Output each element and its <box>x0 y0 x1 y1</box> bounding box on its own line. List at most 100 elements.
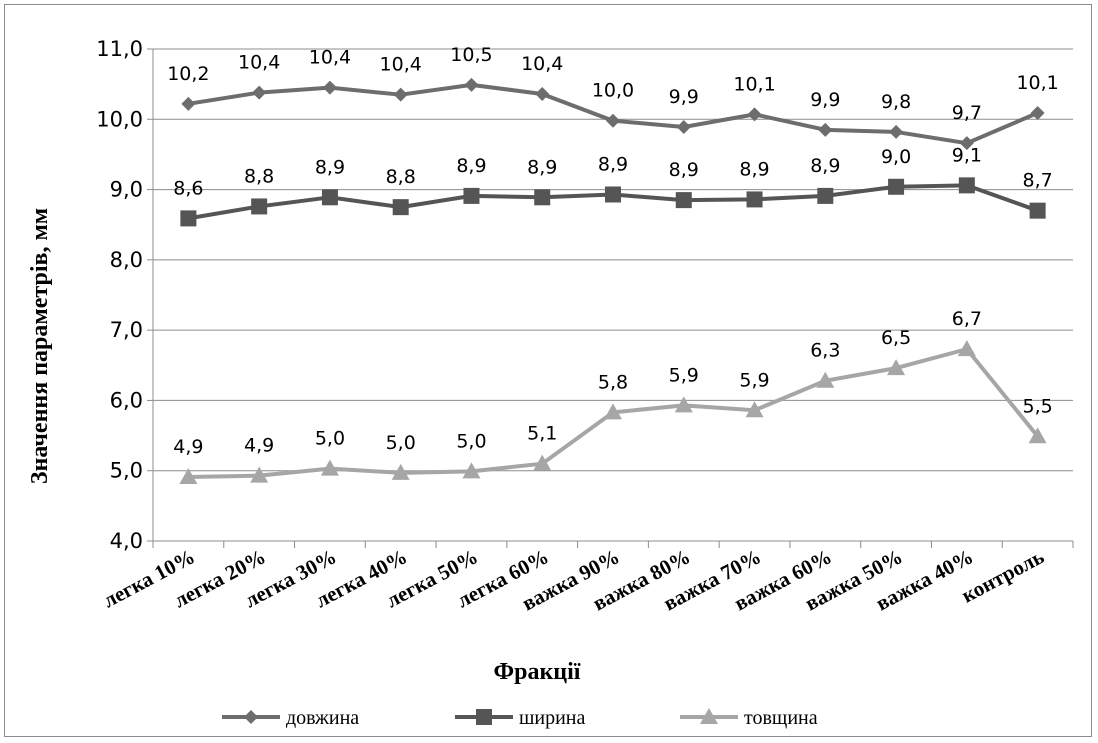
data-point <box>746 191 763 208</box>
data-label: 9,9 <box>669 86 699 108</box>
y-tick-labels: 4,0 5,0 6,0 7,0 8,0 9,0 10,0 11,0 <box>96 37 143 553</box>
data-label: 5,5 <box>1023 395 1053 417</box>
data-label: 9,1 <box>952 144 982 166</box>
data-label: 5,0 <box>386 432 416 454</box>
data-label: 8,8 <box>244 165 274 187</box>
y-tick-label: 4,0 <box>110 529 143 553</box>
data-label: 6,5 <box>881 327 911 349</box>
data-label: 5,8 <box>598 371 628 393</box>
data-point <box>745 401 764 418</box>
data-labels: 10,2 10,4 10,4 10,4 10,5 10,4 10,0 9,9 10,1 9,9 9,… <box>167 44 1059 458</box>
data-label: 9,9 <box>810 89 840 111</box>
data-label: 8,9 <box>527 156 557 178</box>
data-label: 5,0 <box>315 428 345 450</box>
data-label: 8,7 <box>1023 170 1053 192</box>
data-point <box>464 77 479 92</box>
y-tick-label: 11,0 <box>96 37 143 61</box>
data-point <box>959 136 974 151</box>
data-label: 10,4 <box>309 47 351 69</box>
data-label: 5,9 <box>669 364 699 386</box>
data-label: 4,9 <box>244 435 274 457</box>
y-tick-label: 8,0 <box>110 248 143 272</box>
data-label: 8,6 <box>173 177 203 199</box>
data-point <box>605 186 621 203</box>
y-tick-label: 5,0 <box>110 459 143 483</box>
chart-frame <box>4 4 1092 737</box>
data-point <box>320 459 339 476</box>
data-point <box>462 462 481 479</box>
x-axis-title: Фракції <box>494 659 581 685</box>
data-label: 6,7 <box>952 308 982 330</box>
data-point <box>817 187 834 204</box>
data-point <box>604 403 622 420</box>
data-label: 10,1 <box>733 73 775 95</box>
legend-marker <box>244 710 258 724</box>
legend-label: товщина <box>744 707 818 729</box>
x-tick-labels: легка 10%легка 20%легка 30%легка 40%легк… <box>99 544 1048 615</box>
data-point <box>250 466 269 483</box>
data-label: 5,0 <box>456 430 486 452</box>
data-point <box>393 87 408 102</box>
legend-label: довжина <box>286 707 359 729</box>
data-point <box>957 340 976 357</box>
data-point <box>816 371 835 388</box>
data-point <box>533 454 552 471</box>
data-point <box>747 107 762 122</box>
data-label: 8,9 <box>810 155 840 177</box>
data-point <box>889 124 904 139</box>
y-axis-title: Значення параметрів, мм <box>27 208 53 484</box>
data-label: 10,4 <box>380 54 422 76</box>
data-label: 5,9 <box>739 369 769 391</box>
data-point <box>674 396 693 413</box>
legend-marker <box>476 709 492 725</box>
legend: довжина ширина товщина <box>222 707 818 729</box>
data-label: 10,0 <box>592 80 634 102</box>
data-label: 8,9 <box>456 155 486 177</box>
data-label: 9,8 <box>881 91 911 113</box>
data-point <box>1028 427 1047 444</box>
data-point <box>321 189 338 206</box>
data-point <box>818 122 833 137</box>
data-label: 8,9 <box>739 158 769 180</box>
y-tick-label: 6,0 <box>110 388 143 412</box>
y-tick-label: 10,0 <box>96 107 143 131</box>
data-point <box>463 187 480 204</box>
data-label: 6,3 <box>810 340 840 362</box>
data-point <box>181 96 196 111</box>
series-layer <box>179 77 1047 485</box>
y-tick-label: 7,0 <box>110 318 143 342</box>
data-label: 10,4 <box>238 52 280 74</box>
data-point <box>887 359 906 376</box>
data-label: 8,8 <box>386 166 416 188</box>
data-point <box>675 192 692 209</box>
data-label: 10,2 <box>167 63 209 85</box>
data-point <box>322 80 337 95</box>
data-point <box>251 198 268 215</box>
data-label: 9,0 <box>881 146 911 168</box>
legend-marker <box>700 708 718 724</box>
data-point <box>391 463 410 480</box>
y-tick-label: 9,0 <box>110 178 143 202</box>
data-point <box>392 199 409 216</box>
data-point <box>1030 105 1045 120</box>
data-point <box>676 120 691 135</box>
data-point <box>535 86 550 101</box>
data-point <box>888 178 905 195</box>
data-label: 10,5 <box>450 44 492 66</box>
data-label: 5,1 <box>527 423 557 445</box>
data-label: 10,4 <box>521 53 563 75</box>
data-label: 8,9 <box>669 159 699 181</box>
data-label: 9,7 <box>952 102 982 124</box>
data-point <box>180 210 197 227</box>
data-label: 8,9 <box>598 153 628 175</box>
legend-label: ширина <box>519 707 586 729</box>
data-label: 8,9 <box>315 156 345 178</box>
data-point <box>606 113 620 128</box>
data-label: 10,1 <box>1016 72 1058 94</box>
data-point <box>958 177 975 194</box>
data-point <box>252 85 267 100</box>
data-label: 4,9 <box>173 436 203 458</box>
data-point <box>179 468 198 485</box>
data-point <box>1029 202 1046 219</box>
